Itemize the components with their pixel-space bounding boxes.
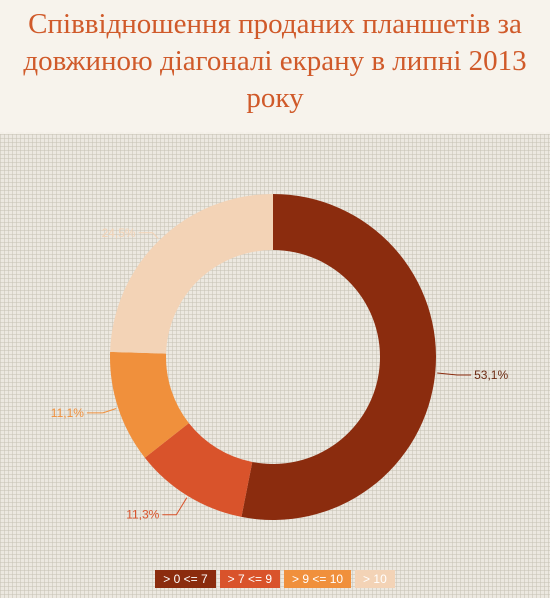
legend: > 0 <= 7 > 7 <= 9 > 9 <= 10 > 10 [0, 570, 550, 588]
chart-title: Співвідношення проданих планшетів за дов… [23, 8, 527, 114]
legend-item[interactable]: > 10 [355, 570, 395, 588]
data-label: 24,5% [102, 226, 136, 240]
label-leader-line [162, 497, 188, 516]
header: Співвідношення проданих планшетів за дов… [0, 0, 550, 132]
data-label: 53,1% [474, 368, 508, 382]
data-label: 11,1% [51, 406, 84, 420]
data-label: 11,3% [126, 508, 159, 522]
label-leader-line [86, 408, 117, 414]
label-leader-line [138, 232, 159, 239]
donut-slice[interactable] [109, 351, 189, 458]
donut-slice[interactable] [241, 194, 437, 520]
legend-item[interactable]: > 0 <= 7 [155, 570, 216, 588]
label-leader-line [437, 372, 472, 376]
zigzag-divider [0, 122, 550, 134]
legend-item[interactable]: > 9 <= 10 [284, 570, 352, 588]
donut-slice[interactable] [144, 423, 253, 517]
legend-item[interactable]: > 7 <= 9 [219, 570, 280, 588]
donut-slice[interactable] [110, 194, 273, 354]
